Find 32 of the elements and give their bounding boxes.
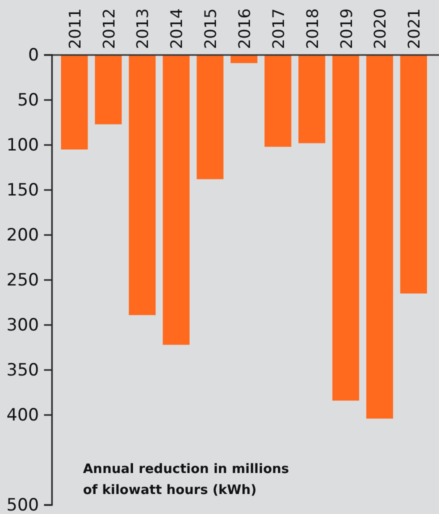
x-tick-label: 2015 xyxy=(201,8,220,49)
bar xyxy=(298,55,326,144)
bar xyxy=(332,55,360,401)
x-tick-label: 2011 xyxy=(65,8,84,49)
x-tick-label: 2012 xyxy=(99,8,118,49)
y-tick-label: 500 xyxy=(6,495,39,514)
x-tick-label: 2014 xyxy=(167,8,186,49)
y-tick-label: 350 xyxy=(6,360,39,380)
bar xyxy=(162,55,190,345)
y-tick-label: 50 xyxy=(17,90,39,110)
x-tick-label: 2021 xyxy=(404,8,424,49)
bar xyxy=(196,55,224,180)
x-tick-label: 2020 xyxy=(370,8,390,49)
x-tick-label: 2018 xyxy=(302,8,322,49)
bar xyxy=(128,55,156,316)
y-tick-label: 150 xyxy=(6,180,39,200)
y-tick-label: 300 xyxy=(6,315,39,336)
y-tick-label: 400 xyxy=(6,405,39,426)
x-tick-label: 2019 xyxy=(336,8,356,49)
bar xyxy=(264,55,292,147)
y-tick-label: 250 xyxy=(6,270,39,290)
y-tick-label: 0 xyxy=(28,45,39,66)
annotation: Annual reduction in millions of kilowatt hours (kWh) xyxy=(83,462,290,498)
x-tick-label: 2016 xyxy=(235,8,254,49)
x-tick-label: 2017 xyxy=(268,8,288,49)
y-tick-label: 200 xyxy=(6,225,39,246)
bar xyxy=(61,55,88,150)
y-tick-label: 100 xyxy=(6,135,39,156)
x-tick-label: 2013 xyxy=(133,8,152,49)
bar xyxy=(366,55,394,419)
bar xyxy=(400,55,427,294)
bar xyxy=(94,55,122,124)
